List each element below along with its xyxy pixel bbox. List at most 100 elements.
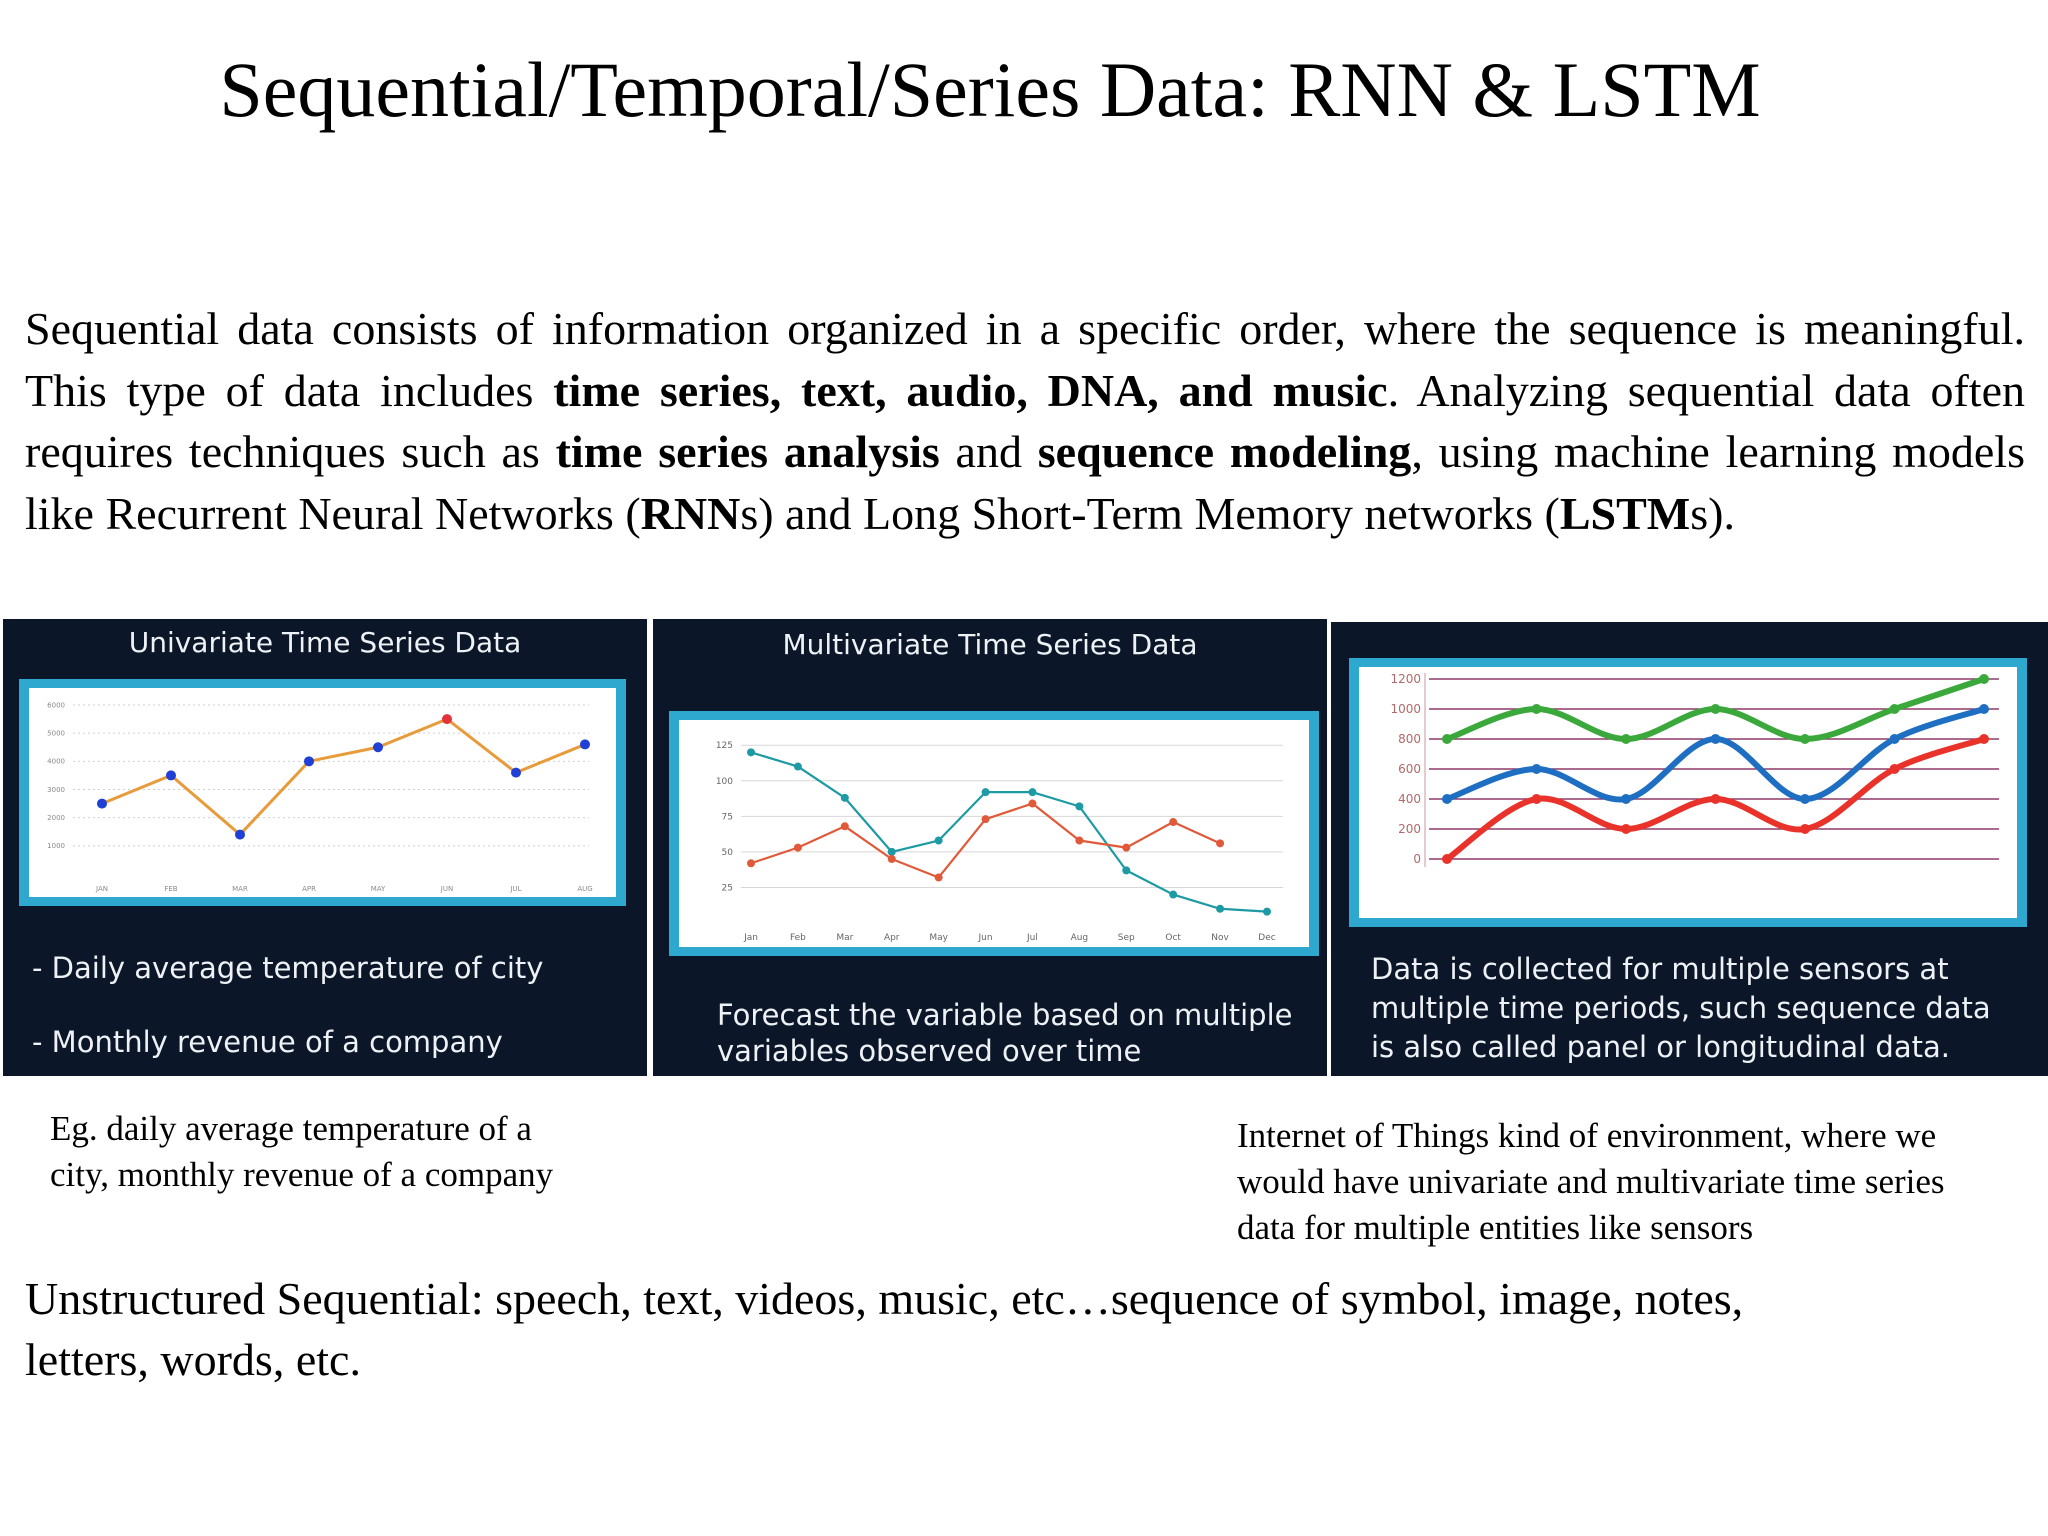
panel-data-chart-area: 1200 1000 800 600 400 200 0	[1359, 667, 2017, 918]
data-point	[981, 815, 990, 824]
x-tick-label: Jun	[978, 933, 993, 943]
data-point	[1442, 734, 1452, 744]
data-point	[511, 767, 521, 778]
y-tick-label: 3000	[47, 786, 65, 794]
data-point	[1075, 836, 1084, 845]
intro-text: . Analyzing sequential data often requir…	[25, 364, 2025, 478]
x-tick-label: Dec	[1258, 933, 1275, 943]
right-caption-line-2: would have univariate and multivariate t…	[1237, 1162, 1945, 1201]
y-tick-label: 5000	[47, 730, 65, 738]
x-tick-label: Jan	[743, 933, 758, 943]
data-point	[1710, 704, 1721, 714]
data-point	[1169, 890, 1178, 899]
x-tick-label: Apr	[884, 933, 900, 943]
data-point	[840, 822, 849, 831]
data-point	[304, 756, 314, 767]
y-tick-label: 1000	[47, 842, 65, 850]
x-tick-label: Sep	[1118, 933, 1135, 943]
intro-bold: sequence modeling	[1037, 426, 1412, 477]
intro-text: , using machine learning models like Rec…	[25, 426, 2025, 539]
y-tick-label: 200	[1398, 822, 1421, 836]
data-point	[1979, 704, 1989, 714]
data-point	[1122, 843, 1131, 852]
series-line	[1444, 706, 1987, 803]
x-tick-label: Aug	[1071, 933, 1089, 943]
univariate-chart: 6000 5000 4000 3000 2000 1000 JAN FEB MAR APR MAY J…	[47, 701, 593, 893]
data-point	[1216, 904, 1225, 913]
x-tick-label: Mar	[836, 933, 853, 943]
left-caption-line-1: Eg. daily average temperature of a	[50, 1109, 532, 1148]
data-point	[1075, 802, 1084, 811]
series-line	[100, 717, 587, 837]
intro-bold: time series analysis	[555, 426, 940, 477]
data-point	[235, 829, 245, 840]
panel-data-chart: 1200 1000 800 600 400 200 0	[1390, 672, 1999, 867]
intro-text: s) and Long Short-Term Memory networks (	[740, 487, 1560, 539]
multivariate-chart: 125 100 75 50 25 Jan Feb Mar Apr May Jun Jul Aug Sep O…	[716, 741, 1283, 943]
panel-data-desc-line-3: is also called panel or longitudinal dat…	[1371, 1030, 1950, 1064]
left-caption-line-2: city, monthly revenue of a company	[50, 1155, 554, 1194]
data-point	[1531, 764, 1542, 774]
data-point	[840, 793, 849, 802]
y-tick-label: 125	[716, 741, 733, 751]
univariate-bullet-2: - Monthly revenue of a company	[32, 1025, 503, 1059]
y-tick-label: 75	[722, 812, 733, 822]
y-tick-label: 50	[722, 848, 734, 858]
right-caption-line-1: Internet of Things kind of environment, …	[1237, 1116, 1937, 1155]
data-point	[1979, 734, 1989, 744]
panel-data-panel: 1200 1000 800 600 400 200 0 Data is collected …	[1331, 622, 2048, 1076]
y-tick-label: 600	[1398, 762, 1421, 776]
data-point	[934, 836, 943, 845]
y-tick-label: 4000	[47, 758, 65, 766]
intro-text: and	[939, 426, 1038, 477]
data-point	[580, 739, 590, 750]
y-tick-label: 25	[722, 883, 733, 893]
intro-paragraph: Sequential data consists of information …	[25, 298, 2025, 544]
y-tick-label: 400	[1398, 792, 1421, 806]
multivariate-desc-line-1: Forecast the variable based on multiple	[717, 998, 1293, 1032]
y-tick-label: 2000	[47, 814, 65, 822]
bottom-line-2: letters, words, etc.	[25, 1334, 361, 1385]
univariate-chart-frame: 6000 5000 4000 3000 2000 1000 JAN FEB MAR APR MAY J…	[19, 679, 626, 906]
data-point	[1028, 788, 1037, 797]
data-point	[1169, 818, 1178, 827]
bottom-line-1: Unstructured Sequential: speech, text, v…	[25, 1273, 1744, 1324]
data-point	[1889, 764, 1900, 774]
data-point	[1621, 824, 1631, 834]
intro-bold: RNN	[640, 487, 741, 539]
intro-bold: LSTM	[1559, 487, 1691, 539]
multivariate-chart-area: 125 100 75 50 25 Jan Feb Mar Apr May Jun Jul Aug Sep O…	[679, 720, 1309, 947]
univariate-bullet-1: - Daily average temperature of city	[32, 951, 544, 985]
panel-data-desc-line-2: multiple time periods, such sequence dat…	[1371, 991, 1991, 1025]
x-tick-label: Oct	[1165, 933, 1181, 943]
data-point	[1621, 734, 1631, 744]
y-tick-label: 800	[1398, 732, 1421, 746]
panel-data-desc-line-1: Data is collected for multiple sensors a…	[1371, 952, 1949, 986]
y-tick-label: 1200	[1390, 672, 1421, 686]
right-caption: Internet of Things kind of environment, …	[1237, 1113, 1945, 1251]
x-tick-label: Feb	[790, 933, 806, 943]
data-point	[442, 714, 452, 725]
x-tick-label: MAR	[232, 885, 248, 893]
data-point	[373, 742, 383, 753]
panel-data-chart-frame: 1200 1000 800 600 400 200 0	[1349, 658, 2027, 927]
multivariate-panel-title: Multivariate Time Series Data	[782, 628, 1198, 661]
data-point	[1531, 794, 1542, 804]
data-point	[1621, 794, 1631, 804]
data-point	[1800, 734, 1810, 744]
y-tick-label: 100	[716, 777, 733, 787]
data-point	[747, 859, 755, 868]
data-point	[1263, 907, 1271, 916]
data-point	[1442, 794, 1452, 804]
data-point	[793, 843, 802, 852]
data-point	[1889, 734, 1900, 744]
x-tick-label: FEB	[164, 885, 177, 893]
data-point	[97, 798, 107, 809]
data-point	[1122, 866, 1131, 875]
left-caption: Eg. daily average temperature of a city,…	[50, 1106, 553, 1198]
unstructured-sequential-text: Unstructured Sequential: speech, text, v…	[25, 1268, 2005, 1390]
right-caption-line-3: data for multiple entities like sensors	[1237, 1208, 1754, 1247]
data-point	[1979, 674, 1989, 684]
data-point	[793, 762, 802, 771]
multivariate-panel: Multivariate Time Series Data 125 100 75 50…	[653, 619, 1327, 1076]
